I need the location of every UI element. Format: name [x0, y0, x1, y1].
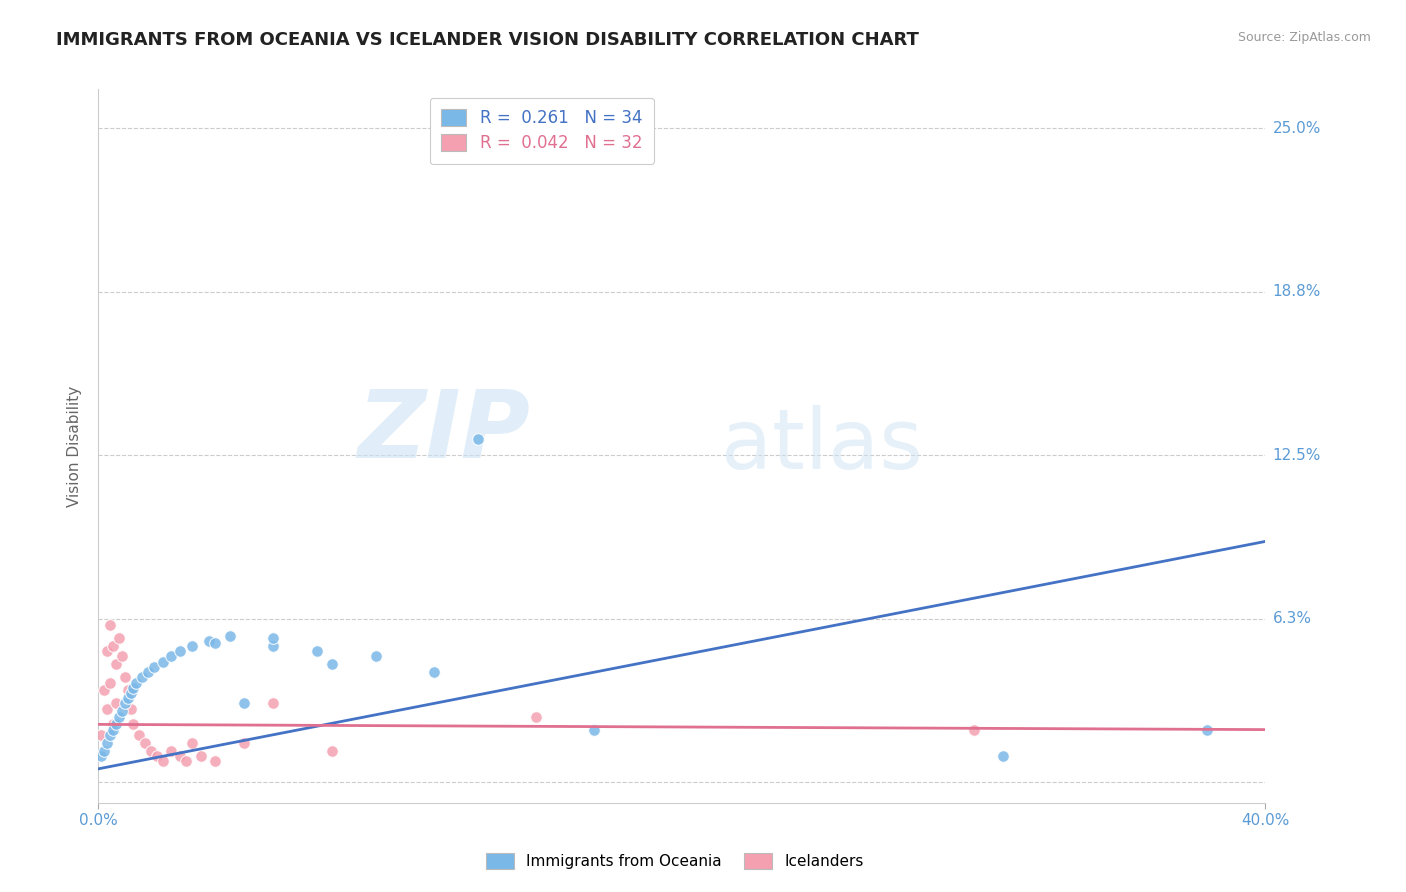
Text: 18.8%: 18.8% [1272, 285, 1320, 300]
Point [152, 754, 174, 768]
Point [108, 631, 131, 645]
Point [142, 660, 165, 674]
Point [190, 748, 212, 763]
Point [98, 675, 121, 690]
Point [114, 670, 136, 684]
Point [198, 633, 221, 648]
Point [218, 628, 240, 642]
Point [307, 644, 329, 658]
Point [1195, 723, 1218, 737]
Point [131, 670, 153, 684]
Y-axis label: Vision Disability: Vision Disability [67, 385, 83, 507]
Point [101, 639, 124, 653]
Legend: R =  0.261   N = 34, R =  0.042   N = 32: R = 0.261 N = 34, R = 0.042 N = 32 [430, 97, 654, 164]
Point [122, 681, 145, 695]
Point [117, 691, 139, 706]
Legend: Immigrants from Oceania, Icelanders: Immigrants from Oceania, Icelanders [479, 847, 870, 875]
Point [262, 697, 284, 711]
Point [96, 644, 118, 658]
Point [204, 636, 226, 650]
Point [108, 709, 131, 723]
Point [111, 649, 134, 664]
Point [152, 655, 174, 669]
Point [128, 728, 150, 742]
Text: IMMIGRANTS FROM OCEANIA VS ICELANDER VISION DISABILITY CORRELATION CHART: IMMIGRANTS FROM OCEANIA VS ICELANDER VIS… [56, 31, 920, 49]
Point [991, 748, 1014, 763]
Point [146, 748, 169, 763]
Point [101, 717, 124, 731]
Point [104, 717, 127, 731]
Point [104, 657, 127, 672]
Point [90, 748, 112, 763]
Point [169, 748, 191, 763]
Point [174, 754, 197, 768]
Point [117, 683, 139, 698]
Point [120, 702, 142, 716]
Point [583, 723, 606, 737]
Text: Source: ZipAtlas.com: Source: ZipAtlas.com [1237, 31, 1371, 45]
Point [233, 697, 256, 711]
Point [98, 728, 121, 742]
Point [262, 639, 284, 653]
Point [134, 736, 156, 750]
Point [98, 618, 121, 632]
Point [180, 639, 202, 653]
Point [120, 686, 142, 700]
Point [524, 709, 547, 723]
Point [204, 754, 226, 768]
Point [114, 697, 136, 711]
Point [321, 743, 343, 757]
Point [136, 665, 159, 679]
Point [93, 683, 115, 698]
Point [104, 697, 127, 711]
Point [160, 649, 183, 664]
Text: 25.0%: 25.0% [1272, 121, 1320, 136]
Point [233, 736, 256, 750]
Text: ZIP: ZIP [357, 385, 530, 478]
Point [169, 644, 191, 658]
Point [321, 657, 343, 672]
Text: 12.5%: 12.5% [1272, 448, 1320, 463]
Point [962, 723, 984, 737]
Point [90, 728, 112, 742]
Point [160, 743, 183, 757]
Point [122, 717, 145, 731]
Point [93, 743, 115, 757]
Point [139, 743, 162, 757]
Text: atlas: atlas [721, 406, 922, 486]
Point [111, 704, 134, 718]
Text: 6.3%: 6.3% [1272, 611, 1312, 626]
Point [364, 649, 387, 664]
Point [101, 723, 124, 737]
Point [262, 631, 284, 645]
Point [467, 433, 489, 447]
Point [96, 736, 118, 750]
Point [423, 665, 446, 679]
Point [180, 736, 202, 750]
Point [96, 702, 118, 716]
Point [125, 675, 148, 690]
